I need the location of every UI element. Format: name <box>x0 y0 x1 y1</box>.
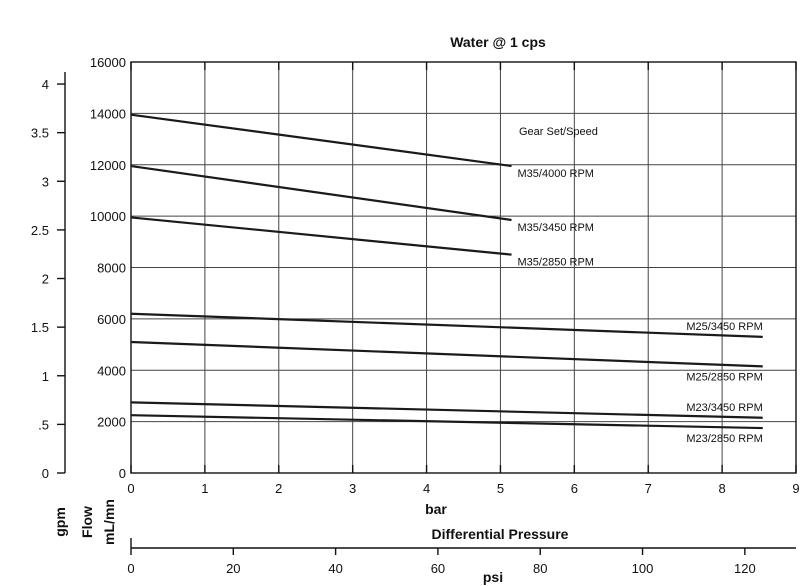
legend-title: Gear Set/Speed <box>519 126 598 138</box>
y-tick-label: 8000 <box>97 261 126 276</box>
series-label: M35/2850 RPM <box>518 257 594 269</box>
secondary-x-tick-label: 80 <box>533 561 547 576</box>
secondary-y-tick-label: 0 <box>42 466 49 481</box>
x-tick-label: 9 <box>792 481 799 496</box>
x-tick-label: 8 <box>718 481 725 496</box>
series-label: M25/3450 RPM <box>686 321 762 333</box>
y-tick-label: 10000 <box>90 209 126 224</box>
x-tick-label: 2 <box>275 481 282 496</box>
series-line <box>130 113 512 168</box>
y-tick-label: 2000 <box>97 415 126 430</box>
secondary-x-tick-label: 40 <box>328 561 342 576</box>
x-tick-label: 4 <box>423 481 430 496</box>
series-line <box>130 401 763 419</box>
y-tick-label: 16000 <box>90 55 126 70</box>
x-tick-label: 3 <box>349 481 356 496</box>
series-label: M23/3450 RPM <box>686 402 762 414</box>
y-axis-label-line1: Flow <box>79 506 95 538</box>
secondary-y-tick-label: 3 <box>42 174 49 189</box>
secondary-x-tick-label: 20 <box>226 561 240 576</box>
secondary-x-tick-label: 0 <box>127 561 134 576</box>
plot-frame <box>130 61 797 474</box>
secondary-y-tick-label: 2.5 <box>31 223 49 238</box>
series-label: M35/4000 RPM <box>518 168 594 180</box>
series-line <box>130 414 763 430</box>
series-line <box>130 216 512 256</box>
y-tick-label: 14000 <box>90 106 126 121</box>
y-tick-label: 6000 <box>97 312 126 327</box>
x-tick-label: 1 <box>201 481 208 496</box>
secondary-x-tick-label: 120 <box>734 561 756 576</box>
axes: 0 1 2 3 4 5 6 7 8 9020004000600080001000012000140… <box>31 55 800 576</box>
secondary-x-tick-label: 100 <box>632 561 654 576</box>
series-line <box>130 340 763 368</box>
x-tick-label: 0 <box>127 481 134 496</box>
y-tick-label: 4000 <box>97 363 126 378</box>
series-label: M25/2850 RPM <box>686 371 762 383</box>
secondary-y-tick-label: 1 <box>42 369 49 384</box>
secondary-y-axis-label: gpm <box>52 507 68 537</box>
x-tick-label: 6 <box>571 481 578 496</box>
series-label: M35/3450 RPM <box>518 222 594 234</box>
secondary-y-tick-label: 1.5 <box>31 320 49 335</box>
secondary-y-tick-label: 2 <box>42 272 49 287</box>
series-line <box>130 164 512 222</box>
series-lines: M35/4000 RPM M35/3450 RPM M35/2850 RPM M25/… <box>130 113 763 445</box>
secondary-y-tick-label: 4 <box>42 77 49 92</box>
x-tick-label: 5 <box>497 481 504 496</box>
series-label: M23/2850 RPM <box>686 433 762 445</box>
secondary-x-tick-label: 60 <box>431 561 445 576</box>
y-tick-label: 0 <box>119 466 126 481</box>
x-axis-label: bar <box>425 501 447 517</box>
secondary-y-tick-label: .5 <box>38 417 49 432</box>
secondary-x-axis-label: psi <box>483 569 503 585</box>
secondary-y-tick-label: 3.5 <box>31 126 49 141</box>
y-tick-label: 12000 <box>90 158 126 173</box>
y-axis-label-line2: mL/mn <box>101 499 117 545</box>
chart-title: Water @ 1 cps <box>450 34 546 50</box>
series-line <box>130 312 763 338</box>
secondary-x-axis-title: Differential Pressure <box>432 526 569 542</box>
x-tick-label: 7 <box>645 481 652 496</box>
